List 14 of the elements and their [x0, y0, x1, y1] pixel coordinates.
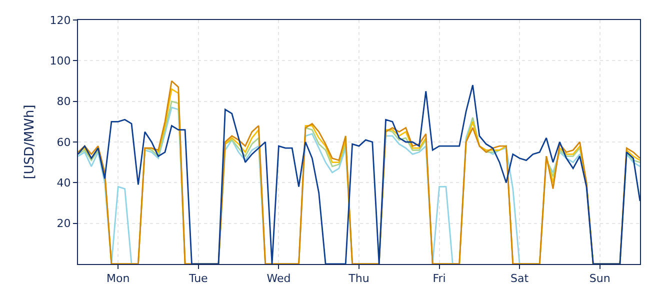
x-tick-label: Tue	[188, 272, 208, 286]
y-axis-title: [USD/MWh]	[22, 104, 38, 180]
x-tick-label: Thu	[348, 272, 370, 286]
y-tick-label: 40	[56, 176, 71, 190]
x-tick-label: Mon	[106, 272, 130, 286]
y-tick-label: 100	[50, 54, 71, 68]
x-tick-label: Fri	[432, 272, 446, 286]
y-tick-label: 60	[56, 136, 71, 149]
y-tick-label: 80	[56, 95, 71, 108]
y-tick-label: 120	[50, 14, 71, 27]
x-tick-label: Sun	[589, 272, 610, 286]
x-tick-label: Sat	[510, 272, 530, 286]
y-tick-label: 20	[56, 217, 71, 230]
x-tick-label: Wed	[266, 272, 291, 286]
